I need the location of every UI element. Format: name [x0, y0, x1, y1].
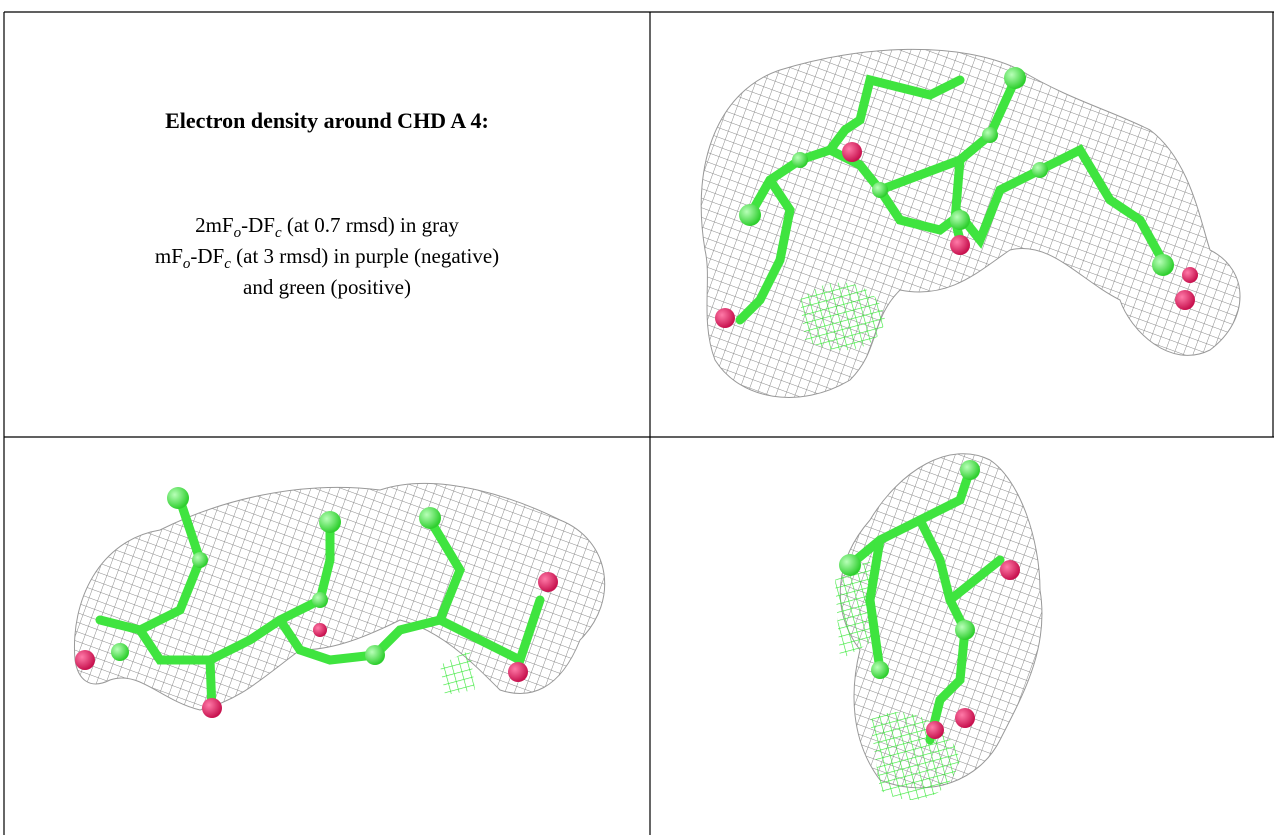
caption-line: 2mFo-DFc (at 0.7 rmsd) in gray: [195, 213, 459, 241]
figure: Electron density around CHD A 4: 2mFo-DF…: [0, 0, 1274, 835]
page: Electron density around CHD A 4: 2mFo-DF…: [0, 0, 1274, 835]
text-run: (at 3 rmsd) in purple (negative): [231, 244, 499, 268]
text-run: mF: [155, 244, 183, 268]
caption-title: Electron density around CHD A 4:: [165, 108, 489, 133]
text-run: (at 0.7 rmsd) in gray: [282, 213, 460, 237]
text-run: 2mF: [195, 213, 234, 237]
caption-line: mFo-DFc (at 3 rmsd) in purple (negative): [155, 244, 499, 272]
caption-lines: 2mFo-DFc (at 0.7 rmsd) in gray mFo-DFc (a…: [155, 213, 499, 299]
text-run: -DF: [241, 213, 275, 237]
caption-line: and green (positive): [243, 275, 411, 299]
text-run: and green (positive): [243, 275, 411, 299]
text-run: -DF: [190, 244, 224, 268]
density-panel: [701, 49, 1240, 397]
density-panel: [835, 454, 1042, 800]
density-panel: [74, 483, 604, 718]
